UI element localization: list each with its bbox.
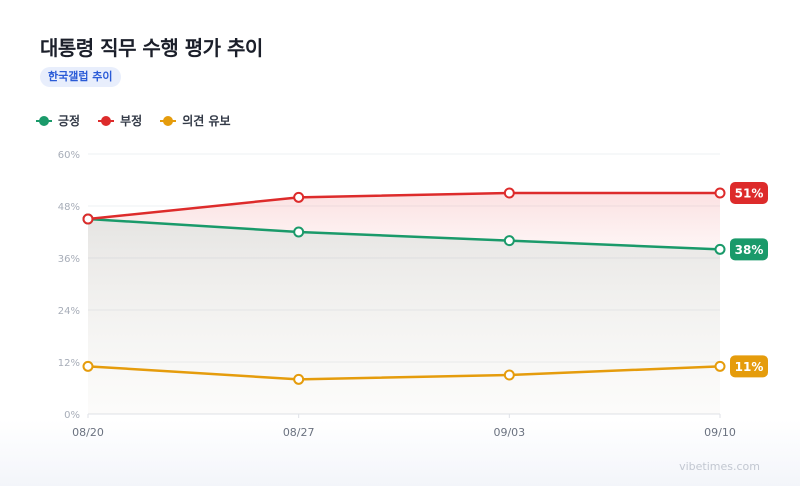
x-tick-label: 09/10 [704,426,736,439]
positive-area [88,219,720,414]
legend-marker-positive [36,115,52,126]
y-tick-label: 36% [58,254,80,265]
y-tick-label: 12% [58,358,80,369]
legend-item-negative: 부정 [98,112,142,129]
y-tick-label: 60% [58,150,80,161]
data-point-undecided [82,360,94,372]
y-tick-label: 48% [58,202,80,213]
chart-title: 대통령 직무 수행 평가 추이 [40,36,263,60]
gap-area [88,193,720,250]
y-tick-label: 0% [64,410,80,421]
x-tick-label: 08/27 [283,426,315,439]
site-watermark: vibetimes.com [679,460,760,473]
series-line-negative [86,191,722,221]
legend-marker-undecided [160,115,177,126]
data-point-negative [503,187,515,199]
legend: 긍정 부정 의견 유보 [36,112,231,129]
legend-label-positive: 긍정 [58,114,81,128]
end-label-undecided: 11% [730,355,768,378]
data-point-negative [82,213,94,225]
end-label-positive: 38% [730,238,768,261]
end-label-text: 51% [735,187,764,201]
end-label-negative: 51% [730,182,768,204]
legend-marker-negative [98,115,115,126]
y-tick-label: 24% [58,306,80,317]
end-label-bg [730,182,768,204]
data-point-positive [503,235,515,247]
data-point-negative [293,191,305,203]
end-label-bg [730,355,768,378]
x-tick-label: 08/20 [72,426,104,439]
data-point-undecided [503,369,515,381]
data-point-undecided [293,373,305,385]
series-line-positive [86,217,722,251]
end-label-text: 38% [735,243,764,257]
series-line-undecided [86,365,722,381]
end-label-bg [730,238,768,261]
data-point-positive [293,226,305,238]
source-badge: 한국갤럽 추이 [40,67,121,87]
data-point-positive [714,243,726,255]
legend-item-positive: 긍정 [36,112,80,129]
end-label-text: 11% [735,360,764,374]
legend-label-undecided: 의견 유보 [182,114,231,128]
legend-label-negative: 부정 [120,114,143,128]
data-point-undecided [714,360,726,372]
legend-item-undecided: 의견 유보 [160,112,231,129]
x-tick-label: 09/03 [493,426,525,439]
data-point-negative [714,187,726,199]
